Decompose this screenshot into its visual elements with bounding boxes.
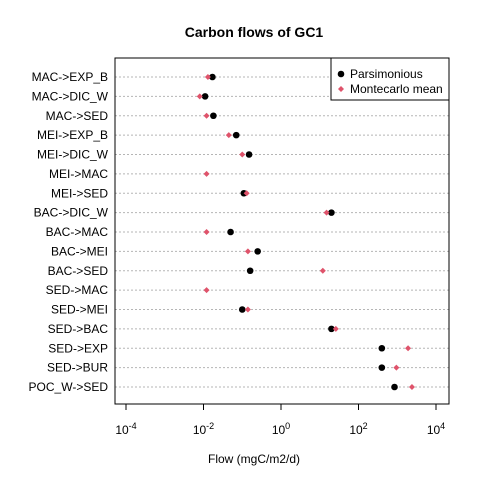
montecarlo-point xyxy=(196,93,203,100)
x-tick-label: 104 xyxy=(427,421,445,437)
legend-label: Parsimonious xyxy=(350,67,423,81)
plot-frame xyxy=(114,57,450,405)
montecarlo-point xyxy=(393,364,400,371)
x-axis: 10-4 10-2 100 102 104 xyxy=(115,404,445,437)
x-tick-label: 102 xyxy=(349,421,367,437)
gridlines xyxy=(115,76,449,388)
montecarlo-point xyxy=(405,345,412,352)
category-label: MAC->SED xyxy=(46,109,109,123)
parsimonious-point xyxy=(378,364,386,371)
category-label: MAC->EXP_B xyxy=(32,70,108,84)
data-points xyxy=(196,73,415,391)
montecarlo-point xyxy=(239,151,246,158)
category-label: SED->BUR xyxy=(47,361,108,375)
category-label: MEI->EXP_B xyxy=(37,128,108,142)
category-label: BAC->DIC_W xyxy=(34,206,109,220)
category-label: BAC->MEI xyxy=(51,244,108,258)
parsimonious-point xyxy=(328,325,335,333)
parsimonious-point xyxy=(254,248,261,255)
montecarlo-point xyxy=(319,267,326,274)
parsimonious-point xyxy=(328,209,335,216)
parsimonious-point xyxy=(210,112,217,120)
montecarlo-point xyxy=(203,287,210,294)
x-axis-label: Flow (mgC/m2/d) xyxy=(208,452,300,466)
montecarlo-point xyxy=(408,384,415,390)
category-label: BAC->SED xyxy=(48,264,109,278)
parsimonious-point xyxy=(391,383,398,391)
chart-title: Carbon flows of GC1 xyxy=(185,24,324,40)
legend-label: Montecarlo mean xyxy=(350,82,443,96)
category-label: MEI->MAC xyxy=(49,167,108,181)
parsimonious-point xyxy=(232,131,240,139)
parsimonious-point xyxy=(245,151,253,158)
parsimonious-point xyxy=(238,306,246,313)
x-tick-label: 10-2 xyxy=(193,421,214,437)
montecarlo-point xyxy=(203,229,210,235)
category-label: SED->MEI xyxy=(51,303,108,317)
legend-box xyxy=(330,57,450,101)
category-label: MEI->DIC_W xyxy=(37,148,109,162)
legend-marker xyxy=(338,86,344,92)
parsimonious-point xyxy=(246,267,254,275)
parsimonious-point xyxy=(227,228,234,236)
montecarlo-point xyxy=(323,209,330,216)
parsimonious-point xyxy=(378,344,386,352)
montecarlo-point xyxy=(204,74,211,80)
x-tick-label: 10-4 xyxy=(115,421,136,437)
category-label: POC_W->SED xyxy=(29,380,109,394)
x-tick-label: 100 xyxy=(272,421,290,437)
category-label: MEI->SED xyxy=(51,186,108,200)
category-label: SED->MAC xyxy=(46,283,109,297)
montecarlo-point xyxy=(203,170,210,177)
parsimonious-point xyxy=(209,73,216,81)
montecarlo-point xyxy=(244,306,251,313)
montecarlo-point xyxy=(243,190,250,197)
category-label: SED->EXP xyxy=(48,341,108,355)
category-label: MAC->DIC_W xyxy=(32,89,109,103)
parsimonious-point xyxy=(201,93,209,100)
category-label: SED->BAC xyxy=(48,322,109,336)
category-label: BAC->MAC xyxy=(46,225,109,239)
montecarlo-point xyxy=(332,325,339,332)
montecarlo-point xyxy=(244,248,251,255)
category-labels: MAC->EXP_B MAC->DIC_W MAC->SED MEI->EXP_B ME… xyxy=(29,70,109,394)
montecarlo-point xyxy=(203,112,210,119)
montecarlo-point xyxy=(225,132,232,139)
legend-marker xyxy=(337,70,345,78)
